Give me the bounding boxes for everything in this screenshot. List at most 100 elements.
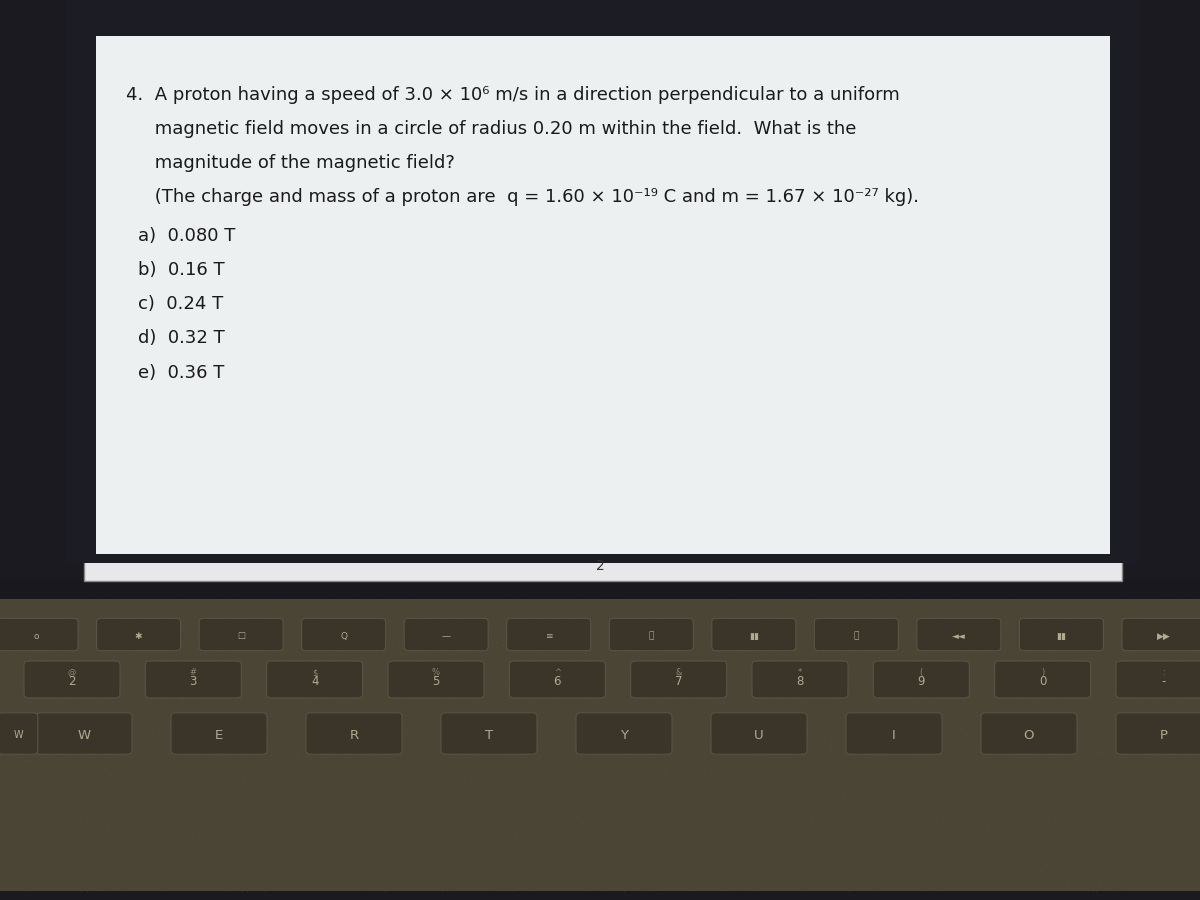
- Point: [78, 817, 97, 832]
- Point: [395, 631, 414, 645]
- Point: [700, 734, 719, 749]
- Point: [973, 775, 992, 789]
- Point: [562, 864, 581, 878]
- Point: [647, 825, 666, 840]
- Point: [416, 621, 436, 635]
- Point: [1181, 685, 1200, 699]
- Point: [170, 873, 190, 887]
- Point: [559, 869, 578, 884]
- Point: [774, 671, 793, 686]
- Point: [1109, 795, 1128, 809]
- Point: [1171, 692, 1190, 706]
- Point: [535, 762, 554, 777]
- Point: [415, 864, 434, 878]
- Point: [929, 662, 948, 677]
- Point: [290, 718, 310, 733]
- Point: [89, 628, 108, 643]
- Point: [480, 619, 499, 634]
- Point: [430, 858, 449, 872]
- Point: [1162, 825, 1181, 840]
- Point: [992, 649, 1012, 663]
- Point: [1045, 759, 1064, 773]
- Point: [107, 610, 126, 625]
- Point: [34, 800, 53, 814]
- Point: [874, 638, 893, 652]
- Point: [378, 880, 397, 895]
- Text: ✱: ✱: [134, 632, 143, 641]
- Point: [53, 767, 72, 781]
- Point: [523, 872, 542, 886]
- Point: [346, 623, 365, 637]
- Point: [1033, 732, 1052, 746]
- Point: [989, 698, 1008, 712]
- Point: [422, 828, 442, 842]
- Point: [690, 835, 709, 850]
- Point: [893, 792, 912, 806]
- Point: [0, 755, 11, 770]
- Point: [343, 734, 362, 748]
- Point: [392, 784, 412, 798]
- Point: [349, 754, 368, 769]
- Point: [233, 873, 252, 887]
- Point: [563, 850, 582, 865]
- Point: [108, 654, 127, 669]
- Point: [455, 843, 474, 858]
- Point: [127, 649, 146, 663]
- Point: [131, 878, 150, 892]
- Point: [574, 723, 593, 737]
- Point: [581, 861, 600, 876]
- Point: [604, 823, 623, 837]
- Point: [798, 814, 817, 829]
- Point: [431, 733, 450, 747]
- Point: [236, 680, 256, 695]
- Point: [821, 662, 840, 676]
- Point: [529, 878, 548, 892]
- Point: [280, 734, 299, 749]
- Point: [0, 692, 17, 706]
- Point: [634, 687, 653, 701]
- Point: [484, 641, 503, 655]
- Point: [772, 812, 791, 826]
- Point: [1150, 650, 1169, 664]
- Point: [905, 682, 924, 697]
- Point: [929, 608, 948, 622]
- Point: [727, 667, 746, 681]
- Point: [896, 860, 916, 875]
- Point: [391, 663, 410, 678]
- Point: [325, 675, 344, 689]
- Point: [544, 764, 563, 778]
- Point: [632, 747, 652, 761]
- Point: [990, 622, 1009, 636]
- Point: [232, 685, 251, 699]
- Point: [1088, 685, 1108, 699]
- Point: [1140, 770, 1159, 784]
- Point: [12, 756, 31, 770]
- Point: [1045, 663, 1064, 678]
- Point: [47, 828, 66, 842]
- Point: [0, 823, 11, 837]
- Point: [1115, 617, 1134, 632]
- Point: [1056, 831, 1075, 845]
- Point: [673, 820, 692, 834]
- Point: [998, 787, 1018, 801]
- Point: [356, 832, 376, 846]
- Point: [364, 861, 383, 876]
- Point: [5, 612, 24, 626]
- Point: [432, 760, 451, 774]
- Point: [954, 880, 973, 895]
- Point: [588, 705, 607, 719]
- Point: [458, 821, 478, 835]
- Point: [793, 696, 812, 710]
- Point: [896, 783, 916, 797]
- Point: [695, 764, 714, 778]
- Point: [701, 860, 720, 875]
- Point: [6, 770, 25, 784]
- Point: [701, 731, 720, 745]
- Point: [313, 821, 332, 835]
- Point: [48, 722, 67, 736]
- Point: [901, 785, 920, 799]
- Point: [85, 728, 104, 742]
- Point: [833, 787, 852, 801]
- Point: [356, 685, 376, 699]
- Point: [71, 841, 90, 855]
